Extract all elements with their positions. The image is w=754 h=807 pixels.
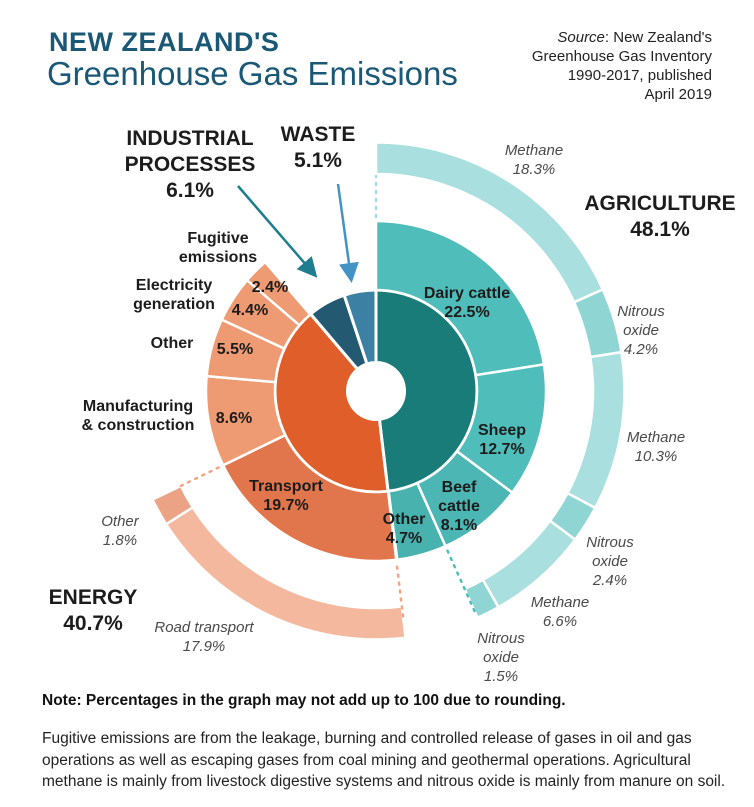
energy-pct: 40.7% [63, 612, 123, 635]
subsector-energy-transport [221, 433, 398, 563]
leader-dash-1 [446, 549, 478, 617]
transport-label: Transport 19.7% [249, 478, 323, 514]
beef-cattle-label: Beef cattle 8.1% [438, 479, 480, 534]
source-word: Source [557, 29, 605, 46]
subsector-agriculture-dairy-cattle [374, 219, 546, 377]
energy-label: ENERGY 40.7% [48, 586, 138, 635]
manufacturing-label: Manufacturing & construction [81, 398, 195, 434]
nitrous-oxide-sheep-label: Nitrous oxide 2.4% [586, 534, 634, 589]
fugitive-emissions-label: Fugitive emissions [178, 230, 258, 266]
methane-sheep-label: Methane 10.3% [626, 429, 686, 465]
rounding-note: Note: Percentages in the graph may not a… [42, 692, 566, 709]
fugitive-emissions-pct: 2.4% [251, 279, 289, 296]
leader-dash-3 [175, 466, 220, 489]
waste-arrow [336, 183, 359, 283]
nitrous-oxide-dairy-label: Nitrous oxide 4.2% [617, 303, 665, 358]
dairy-cattle-label: Dairy cattle 22.5% [423, 285, 511, 321]
sheep-label: Sheep 12.7% [477, 422, 527, 458]
manufacturing-pct: 8.6% [215, 410, 253, 427]
other-energy-pct: 5.5% [216, 341, 254, 358]
electricity-generation-pct: 4.4% [231, 302, 269, 319]
subsector-energy-fugitive-emissions [245, 260, 312, 327]
agriculture-pct: 48.1% [630, 218, 690, 241]
page-title-line1: NEW ZEALAND'S [49, 27, 280, 57]
methane-dairy-label: Methane 18.3% [504, 142, 564, 178]
industrial-processes-label: INDUSTRIAL PROCESSES 6.1% [101, 126, 279, 204]
leader-dash-2 [395, 565, 405, 622]
waste-pct: 5.1% [294, 149, 342, 172]
methane-beef-label: Methane 6.6% [530, 594, 590, 630]
sector-waste [342, 288, 378, 366]
electricity-generation-label: Electricity generation [133, 277, 215, 313]
footnote-paragraph: Fugitive emissions are from the leakage,… [42, 730, 726, 790]
nitrous-oxide-beef-label: Nitrous oxide 1.5% [477, 630, 525, 685]
industrial-processes-arrow [237, 185, 318, 278]
page-title-line2: Greenhouse Gas Emissions [47, 55, 458, 92]
agriculture-label: AGRICULTURE 48.1% [584, 192, 736, 241]
industrial-processes-pct: 6.1% [166, 179, 214, 202]
outer-agriculture-methane [565, 350, 626, 510]
other-agriculture-label: Other 4.7% [382, 511, 426, 547]
other-energy-outer-label: Other 1.8% [101, 513, 139, 549]
source-attribution: Source: New Zealand's Greenhouse Gas Inv… [531, 29, 712, 103]
road-transport-label: Road transport 17.9% [154, 619, 254, 655]
other-energy-label: Other [150, 335, 194, 352]
waste-label: WASTE 5.1% [280, 123, 356, 172]
